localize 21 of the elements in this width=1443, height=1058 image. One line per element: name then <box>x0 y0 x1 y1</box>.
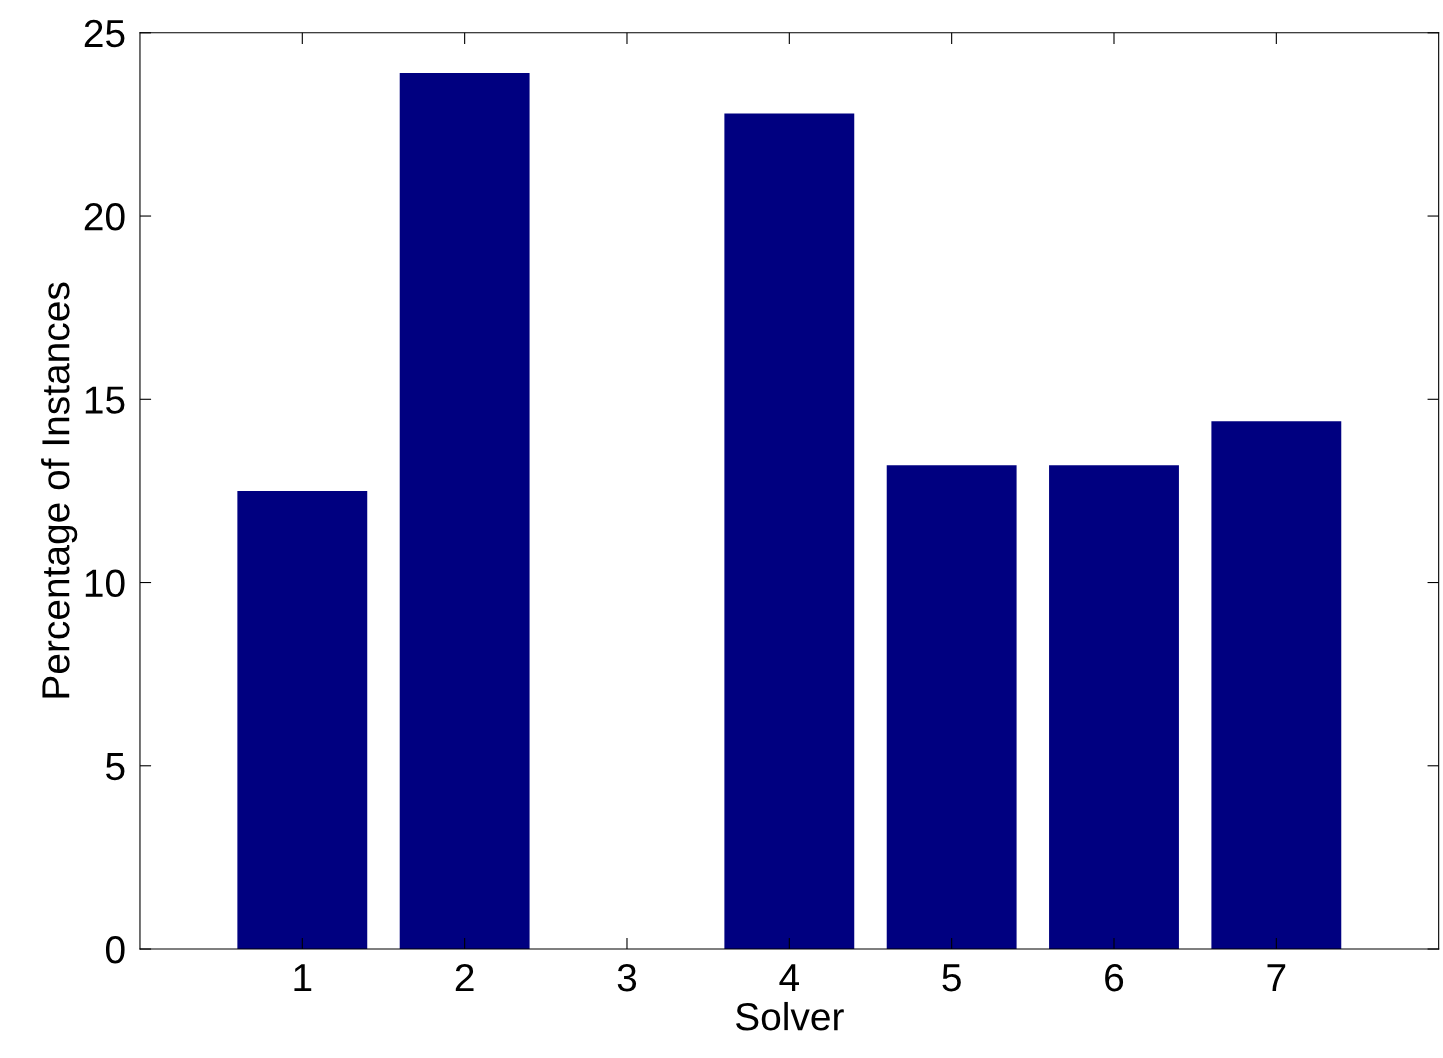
x-tick-label: 5 <box>942 964 961 992</box>
y-axis-title: Percentage of Instances <box>41 282 78 698</box>
bar <box>724 113 855 950</box>
bar <box>237 490 368 950</box>
bar <box>1211 421 1342 950</box>
y-tick-label: 5 <box>106 753 125 781</box>
y-tick-label: 20 <box>84 202 125 231</box>
bar <box>399 73 530 950</box>
x-tick-label: 6 <box>1105 963 1124 992</box>
bar <box>886 465 1017 950</box>
y-tick-label: 10 <box>85 569 125 598</box>
x-tick-label: 4 <box>779 964 799 992</box>
x-axis-title: Solver <box>735 1001 844 1031</box>
bar <box>1049 465 1179 950</box>
y-tick-label: 15 <box>85 386 125 414</box>
x-tick-label: 1 <box>294 964 312 992</box>
x-tick-label: 2 <box>455 963 474 992</box>
y-tick-label: 0 <box>105 935 125 964</box>
x-tick-label: 3 <box>617 963 637 992</box>
x-tick-label: 7 <box>1267 964 1286 992</box>
y-tick-label: 25 <box>84 19 125 48</box>
